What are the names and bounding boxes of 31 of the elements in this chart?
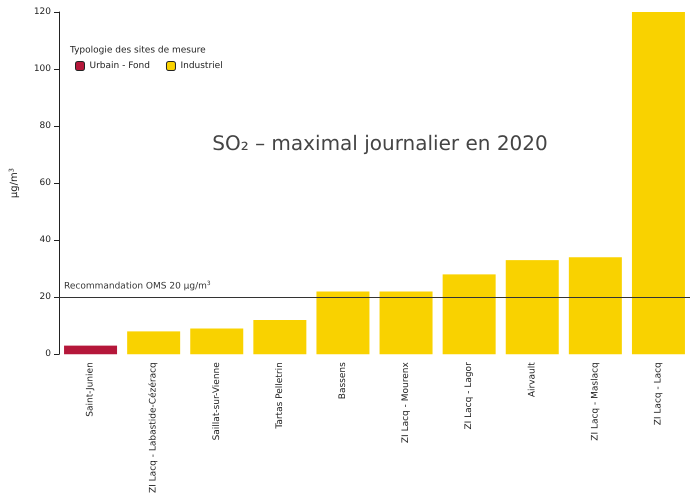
x-tick-label: ZI Lacq - Labastide-Cézéracq	[148, 362, 159, 494]
bar	[64, 346, 118, 354]
y-tick-label: 100	[34, 64, 52, 74]
legend-label: Urbain - Fond	[90, 61, 150, 71]
legend-label: Industriel	[180, 61, 223, 71]
x-tick-label: ZI Lacq - Maslacq	[590, 362, 600, 441]
y-tick-label: 20	[40, 292, 52, 302]
bar	[380, 291, 433, 354]
legend-title: Typologie des sites de mesure	[69, 46, 206, 56]
x-tick-label: Saillat-sur-Vienne	[212, 362, 222, 440]
x-tick-label: Bassens	[338, 362, 348, 400]
bar	[253, 320, 306, 354]
bar	[190, 328, 244, 354]
y-tick-label: 80	[40, 121, 52, 132]
x-tick-label: Saint-Junien	[86, 362, 96, 417]
x-tick-label: Airvault	[527, 362, 538, 398]
bar	[127, 331, 180, 354]
x-tick-label: ZI Lacq - Mourenx	[401, 362, 412, 444]
bar	[632, 12, 685, 354]
text: SO₂ – maximal journalier en 2020	[212, 131, 548, 155]
y-tick-label: 0	[45, 349, 52, 360]
y-tick-label: 120	[34, 7, 52, 17]
x-tick-label: ZI Lacq - Lacq	[653, 362, 664, 426]
bar	[316, 291, 370, 354]
bar	[442, 274, 496, 354]
bar	[568, 257, 622, 354]
bar	[506, 260, 559, 354]
x-tick-label: Tartas Pelletrin	[274, 362, 285, 430]
x-tick-label: ZI Lacq - Lagor	[464, 362, 474, 430]
y-tick-label: 60	[40, 178, 52, 188]
y-tick-label: 40	[40, 235, 52, 246]
